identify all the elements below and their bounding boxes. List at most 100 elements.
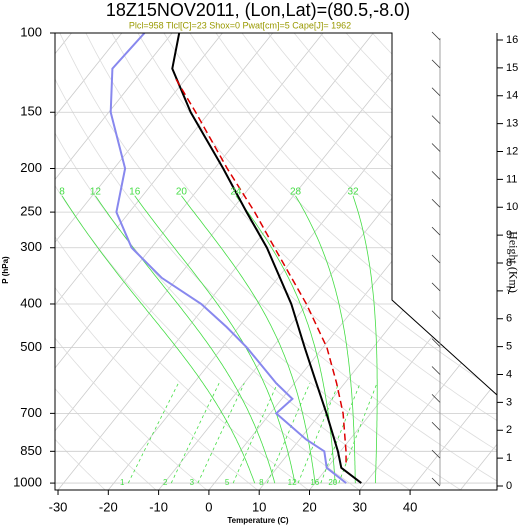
wind-barb <box>431 338 441 347</box>
y-tick-label: 850 <box>20 443 42 458</box>
y-tick-label: 150 <box>20 104 42 119</box>
dry-adiabat <box>163 33 497 490</box>
y-tick-label: 500 <box>20 339 42 354</box>
y2-tick-label: 1 <box>506 452 512 464</box>
profile-line <box>109 33 347 484</box>
y-tick-label: 200 <box>20 160 42 175</box>
x-tick-label: -10 <box>149 499 168 514</box>
dry-adiabat <box>55 33 466 490</box>
wind-barb <box>431 421 441 431</box>
isotherm <box>55 33 274 490</box>
y-tick-label: 1000 <box>13 475 42 490</box>
wind-barb <box>431 143 441 152</box>
y2-tick-label: 16 <box>506 34 518 46</box>
profiles <box>109 33 362 484</box>
isotherm <box>409 33 497 490</box>
chart-title: 18Z15NOV2011, (Lon,Lat)=(80.5,-8.0) <box>106 0 410 20</box>
isotherm <box>57 33 424 490</box>
y2-tick-label: 4 <box>506 368 512 380</box>
moist-adiabat <box>134 195 296 484</box>
mixing-ratio-line <box>127 383 179 484</box>
wind-barb <box>431 171 441 180</box>
dry-adiabat <box>137 33 497 490</box>
y2-tick-label: 3 <box>506 396 512 408</box>
y-axis-label: P (hPa) <box>1 256 10 284</box>
dry-adiabat <box>55 33 211 490</box>
moist-adiabat <box>95 195 276 484</box>
mixing-ratio-line <box>170 383 220 484</box>
dry-adiabat <box>215 33 497 490</box>
moist-adiabat-label: 24 <box>230 186 242 197</box>
dry-adiabat <box>55 33 262 490</box>
dry-adiabat <box>85 33 497 490</box>
dry-adiabat <box>55 33 109 490</box>
mixing-ratio-label: 3 <box>190 478 195 487</box>
y2-tick-label: 5 <box>506 341 512 353</box>
isotherm <box>359 33 497 490</box>
mixing-ratio-label: 8 <box>259 478 264 487</box>
moist-adiabat <box>235 195 336 484</box>
mixing-ratio-label: 5 <box>225 478 230 487</box>
y2-tick-label: 15 <box>506 62 518 74</box>
y-tick-label: 250 <box>20 204 42 219</box>
dry-adiabat <box>55 33 364 490</box>
x-axis-label: Temperature (C) <box>227 516 289 525</box>
moist-adiabat <box>61 195 256 484</box>
isotherm <box>258 33 497 490</box>
background-lines <box>55 33 497 490</box>
moist-adiabat-label: 20 <box>176 186 188 197</box>
dry-adiabat <box>189 33 497 490</box>
isotherm <box>55 33 72 490</box>
wind-barb <box>431 115 441 124</box>
y2-tick-label: 10 <box>506 201 518 213</box>
mixing-ratio-label: 16 <box>310 478 319 487</box>
x-tick-label: 30 <box>353 499 367 514</box>
mixing-ratio-line <box>197 383 245 484</box>
mixing-ratio-line <box>232 383 278 484</box>
wind-barb <box>431 31 441 41</box>
x-tick-label: -20 <box>99 499 118 514</box>
y2-axis-label: Height (Km) <box>506 231 520 293</box>
x-tick-label: 20 <box>302 499 316 514</box>
x-tick-label: -30 <box>49 499 68 514</box>
isotherm <box>208 33 497 490</box>
isotherm <box>158 33 497 490</box>
y2-tick-label: 12 <box>506 145 518 157</box>
mixing-ratio-line <box>266 383 311 484</box>
moist-adiabat-label: 28 <box>290 186 302 197</box>
wind-barb <box>431 198 441 208</box>
y2-tick-label: 11 <box>506 173 517 185</box>
moist-adiabat-label: 32 <box>347 186 359 197</box>
y2-tick-label: 0 <box>506 480 512 492</box>
moist-adiabat <box>352 195 378 484</box>
chart-subtitle: Plcl=958 Tlcl[C]=23 Shox=0 Pwat[cm]=5 Ca… <box>129 20 351 30</box>
wind-barb <box>431 87 441 97</box>
wind-barb <box>431 310 441 320</box>
wind-barb <box>431 282 441 292</box>
mixing-ratio-label: 20 <box>328 478 337 487</box>
y2-tick-label: 8 <box>506 257 512 269</box>
isotherm <box>55 33 324 490</box>
isotherm <box>55 33 223 490</box>
y-tick-label: 700 <box>20 405 42 420</box>
y2-tick-label: 9 <box>506 229 512 241</box>
wind-barb <box>431 477 441 487</box>
wind-barb <box>431 394 441 403</box>
y2-tick-label: 2 <box>506 424 512 436</box>
y-tick-label: 300 <box>20 239 42 254</box>
wind-barb <box>431 59 441 69</box>
profile-line <box>173 76 347 463</box>
dry-adiabat <box>319 33 497 490</box>
y-tick-label: 400 <box>20 295 42 310</box>
profile-line <box>171 33 362 484</box>
y2-tick-label: 14 <box>506 90 518 102</box>
mixing-ratio-line <box>320 383 361 484</box>
moist-adiabat-label: 16 <box>129 186 141 197</box>
isotherm <box>55 33 123 490</box>
y2-tick-label: 7 <box>506 285 512 297</box>
mixing-ratio-line <box>297 383 340 484</box>
moist-adiabat-label: 8 <box>59 186 65 197</box>
